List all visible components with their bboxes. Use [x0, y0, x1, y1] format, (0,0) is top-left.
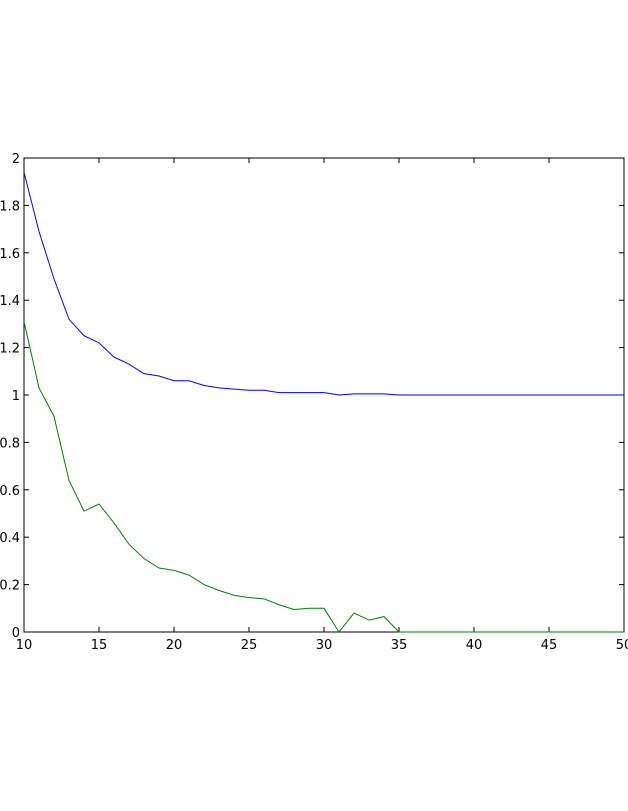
x-tick-label: 25	[241, 638, 258, 653]
x-tick-label: 15	[91, 638, 108, 653]
x-tick-label: 40	[466, 638, 483, 653]
y-tick-label: 0.8	[0, 436, 20, 451]
y-tick-label: 1.6	[0, 247, 20, 262]
data-line	[23, 172, 624, 396]
x-tick-label: 45	[541, 638, 558, 653]
y-tick-label: 1.4	[0, 294, 20, 309]
y-tick-label: 1.2	[0, 342, 20, 357]
y-tick-label: 1	[12, 389, 20, 404]
x-tick-label: 35	[391, 638, 408, 653]
y-tick-label: 0	[12, 626, 20, 641]
y-tick-label: 0.4	[0, 531, 20, 546]
y-tick-label: 0.2	[0, 579, 20, 594]
y-tick-label: 2	[12, 152, 20, 167]
y-tick-label: 0.6	[0, 484, 20, 499]
y-tick-label: 1.8	[0, 199, 20, 214]
x-tick-label: 50	[616, 638, 628, 653]
x-tick-label: 30	[316, 638, 333, 653]
x-tick-label: 20	[166, 638, 183, 653]
data-line	[23, 321, 624, 633]
x-tick-label: 10	[16, 638, 33, 653]
